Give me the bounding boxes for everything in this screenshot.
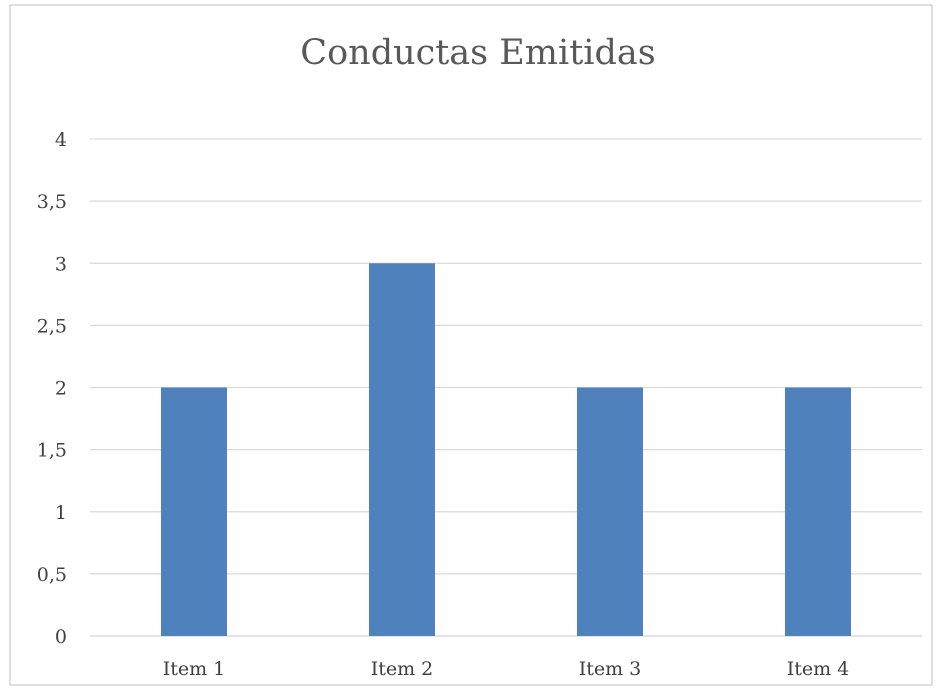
- bar-item-1: [161, 387, 227, 636]
- y-tick-label: 2: [55, 378, 67, 400]
- x-tick-label: Item 1: [163, 658, 226, 680]
- y-tick-label: 1: [55, 502, 67, 524]
- bar-item-2: [369, 263, 435, 636]
- x-tick-label: Item 2: [371, 658, 434, 680]
- y-tick-label: 3: [55, 253, 67, 275]
- y-tick-label: 2,5: [37, 315, 67, 337]
- y-tick-label: 0,5: [37, 564, 67, 586]
- gridlines: [90, 138, 922, 637]
- y-tick-label: 0: [55, 626, 67, 648]
- y-tick-label: 4: [55, 129, 67, 151]
- x-tick-label: Item 4: [787, 658, 850, 680]
- bar-item-4: [785, 387, 851, 636]
- chart-title: Conductas Emitidas: [300, 33, 655, 73]
- y-axis-ticks: 0 0,5 1 1,5 2 2,5 3 3,5 4: [37, 129, 67, 648]
- y-tick-label: 3,5: [37, 191, 67, 213]
- bars: [161, 263, 851, 636]
- x-axis-ticks: Item 1 Item 2 Item 3 Item 4: [163, 658, 850, 680]
- bar-item-3: [577, 387, 643, 636]
- x-tick-label: Item 3: [579, 658, 642, 680]
- y-tick-label: 1,5: [37, 440, 67, 462]
